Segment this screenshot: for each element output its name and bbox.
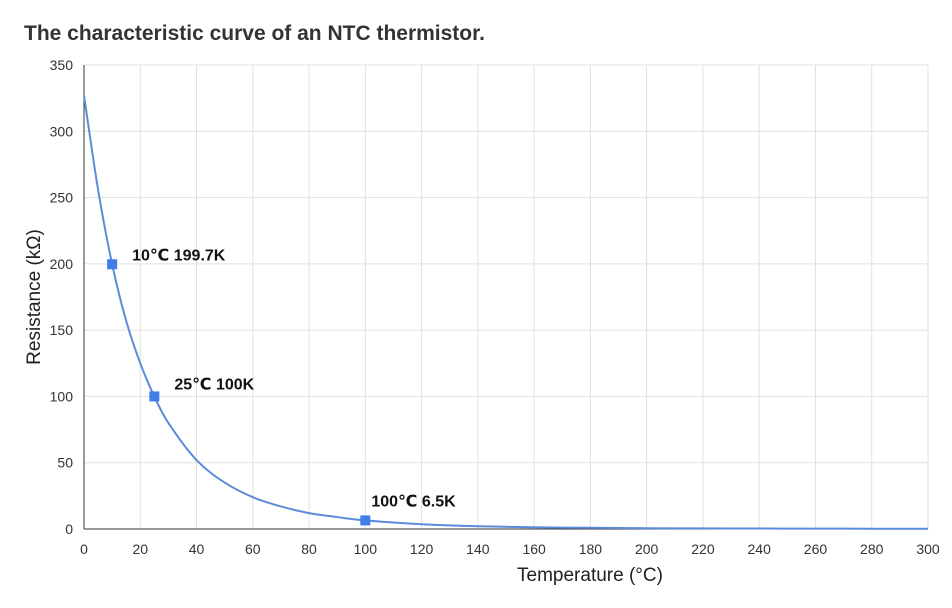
y-tick-label: 50 <box>57 455 73 471</box>
x-tick-label: 160 <box>522 541 546 557</box>
x-tick-label: 240 <box>748 541 772 557</box>
x-tick-label: 140 <box>466 541 490 557</box>
x-tick-label: 200 <box>635 541 659 557</box>
series-line <box>83 95 929 530</box>
y-tick-label: 100 <box>50 388 74 404</box>
chart-title: The characteristic curve of an NTC therm… <box>24 22 485 45</box>
y-axis-title: Resistance (kΩ) <box>24 229 45 365</box>
data-point-marker <box>107 259 118 270</box>
y-tick-label: 200 <box>50 256 74 272</box>
x-tick-label: 0 <box>80 541 88 557</box>
y-tick-label: 300 <box>50 123 74 139</box>
data-point-label: 100℃ 6.5K <box>371 493 456 510</box>
x-tick-label: 20 <box>132 541 148 557</box>
x-axis-title: Temperature (°C) <box>517 565 663 586</box>
grid-lines <box>84 64 929 529</box>
x-tick-label: 60 <box>245 541 261 557</box>
y-tick-label: 150 <box>50 322 74 338</box>
data-point-label: 25℃ 100K <box>174 376 254 393</box>
data-point-marker <box>360 515 371 526</box>
x-tick-label: 220 <box>691 541 715 557</box>
x-tick-label: 120 <box>410 541 434 557</box>
data-point-label: 10℃ 199.7K <box>132 247 226 264</box>
y-tick-label: 250 <box>50 190 74 206</box>
x-tick-label: 280 <box>860 541 884 557</box>
x-tick-label: 40 <box>189 541 205 557</box>
x-tick-label: 300 <box>916 541 940 557</box>
y-tick-label: 0 <box>65 521 73 537</box>
data-point-marker <box>149 391 160 402</box>
x-tick-label: 80 <box>301 541 317 557</box>
x-tick-label: 100 <box>354 541 378 557</box>
x-tick-label: 180 <box>579 541 603 557</box>
x-tick-label: 260 <box>804 541 828 557</box>
y-tick-label: 350 <box>50 57 74 73</box>
